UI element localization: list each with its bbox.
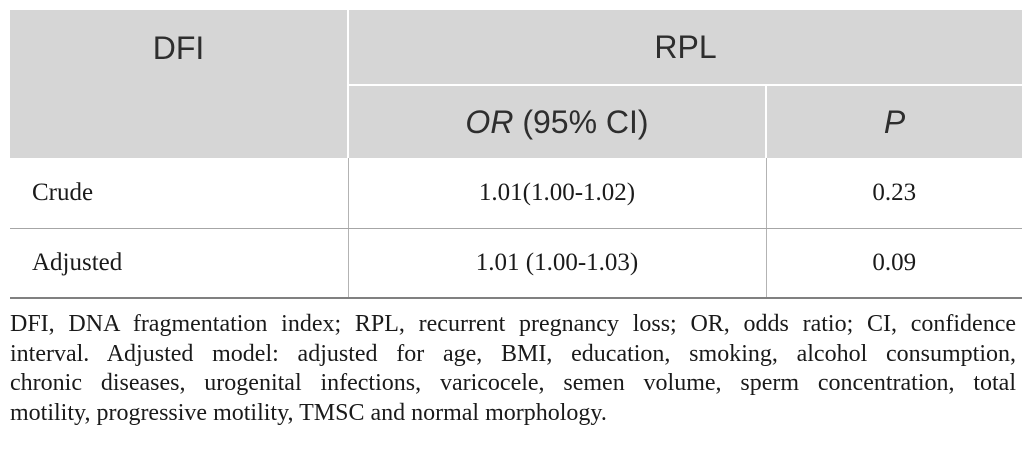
footnote-line: chronic diseases, urogenital infections,… xyxy=(10,370,1016,396)
header-p: P xyxy=(766,85,1022,158)
table-footnote: DFI, DNA fragmentation index; RPL, recur… xyxy=(10,310,1016,428)
header-row-2: OR (95% CI) P xyxy=(10,85,1022,158)
row-or-ci: 1.01 (1.00-1.03) xyxy=(348,228,767,299)
header-dfi: DFI xyxy=(10,10,349,158)
row-p-value: 0.23 xyxy=(766,158,1022,229)
header-or-rest: (95% CI) xyxy=(513,104,649,140)
header-row-1: DFI RPL xyxy=(10,10,1022,158)
header-p-italic: P xyxy=(883,104,906,140)
row-or-ci: 1.01(1.00-1.02) xyxy=(348,158,767,229)
table-header: DFI RPL OR (95% CI) P xyxy=(10,10,1022,158)
table-body: Crude 1.01(1.00-1.02) 0.23 Adjusted 1.01… xyxy=(10,158,1022,299)
footnote-line: interval. Adjusted model: adjusted for a… xyxy=(10,340,1016,367)
table-row: Adjusted 1.01 (1.00-1.03) 0.09 xyxy=(10,228,1022,299)
footnote-line: DFI, DNA fragmentation index; RPL, recur… xyxy=(10,311,1016,337)
header-or-italic: OR xyxy=(465,104,514,140)
header-or-ci: OR (95% CI) xyxy=(348,85,767,158)
footnote-line: motility, progressive motility, TMSC and… xyxy=(10,399,607,426)
row-label: Crude xyxy=(10,158,349,229)
table-row: Crude 1.01(1.00-1.02) 0.23 xyxy=(10,158,1022,229)
row-p-value: 0.09 xyxy=(766,228,1022,299)
row-label: Adjusted xyxy=(10,228,349,299)
header-rpl: RPL xyxy=(348,10,1022,86)
results-table: DFI RPL OR (95% CI) P Crude 1.01(1.00-1.… xyxy=(10,10,1022,299)
